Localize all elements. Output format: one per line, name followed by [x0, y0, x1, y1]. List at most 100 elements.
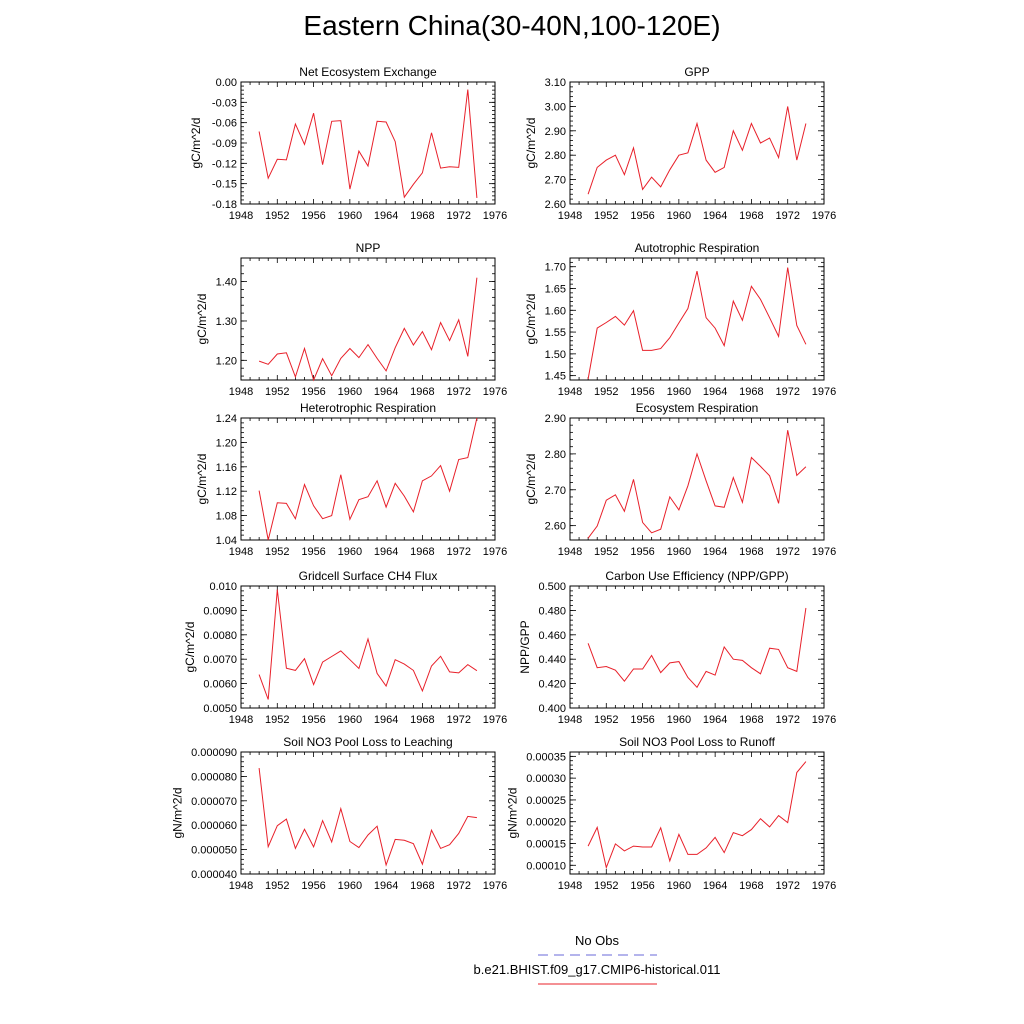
- x-tick-label: 1960: [338, 210, 362, 222]
- panel-2: GPP 1948 1952 1956 1960 1964 1968 1972 1976 2.60 2…: [524, 65, 836, 222]
- plot-frame: [240, 81, 496, 205]
- x-tick-label: 1948: [558, 880, 582, 892]
- x-tick-label: 1972: [446, 546, 470, 558]
- x-tick-label: 1968: [410, 386, 434, 398]
- x-tick-label: 1952: [265, 386, 289, 398]
- x-tick-label: 1960: [338, 714, 362, 726]
- x-tick-label: 1976: [483, 546, 507, 558]
- x-tick-label: 1968: [410, 880, 434, 892]
- panel-7: Gridcell Surface CH4 Flux 1948 1952 1956 196…: [183, 569, 507, 726]
- y-tick-label: 1.04: [216, 535, 237, 547]
- x-tick-label: 1948: [229, 386, 253, 398]
- y-tick-label: 0.0060: [203, 679, 237, 691]
- x-tick-label: 1948: [229, 714, 253, 726]
- y-tick-label: 2.70: [545, 485, 566, 497]
- x-tick-label: 1960: [338, 880, 362, 892]
- y-axis-label: gC/m^2/d: [195, 454, 209, 505]
- y-axis-label: gC/m^2/d: [183, 622, 197, 673]
- x-tick-label: 1972: [775, 546, 799, 558]
- x-tick-label: 1968: [739, 386, 763, 398]
- y-tick-label: 2.80: [545, 150, 566, 162]
- y-tick-label: 1.55: [545, 327, 566, 339]
- y-tick-label: 0.00010: [526, 860, 566, 872]
- y-tick-label: 0.00030: [526, 773, 566, 785]
- legend: No Obs b.e21.BHIST.f09_g17.CMIP6-historic…: [474, 933, 720, 985]
- x-tick-label: 1956: [630, 714, 654, 726]
- y-tick-label: 1.70: [545, 262, 566, 274]
- y-tick-label: 0.000060: [191, 820, 237, 832]
- series-line-1: [587, 106, 807, 195]
- x-tick-label: 1948: [558, 386, 582, 398]
- plot-frame: [569, 585, 825, 709]
- y-tick-label: 1.16: [216, 462, 237, 474]
- y-axis-label: gN/m^2/d: [506, 788, 520, 839]
- y-tick-label: 0.00: [216, 77, 237, 89]
- x-tick-label: 1976: [483, 210, 507, 222]
- x-tick-label: 1952: [265, 546, 289, 558]
- y-tick-label: 1.30: [216, 316, 237, 328]
- x-tick-label: 1952: [594, 880, 618, 892]
- panel-title: Carbon Use Efficiency (NPP/GPP): [605, 569, 788, 583]
- y-tick-label: 1.08: [216, 511, 237, 523]
- y-tick-label: 0.00020: [526, 817, 566, 829]
- y-tick-label: -0.09: [212, 138, 237, 150]
- y-tick-label: 1.12: [216, 486, 237, 498]
- series-line-1: [258, 89, 478, 199]
- y-tick-label: 0.000080: [191, 771, 237, 783]
- x-tick-label: 1972: [775, 880, 799, 892]
- x-tick-label: 1964: [374, 210, 398, 222]
- panel-10: Soil NO3 Pool Loss to Runoff 1948 1952 1956…: [506, 735, 837, 892]
- x-tick-label: 1968: [739, 880, 763, 892]
- x-tick-label: 1956: [630, 880, 654, 892]
- x-tick-label: 1968: [739, 210, 763, 222]
- x-tick-label: 1972: [446, 880, 470, 892]
- plot-frame: [569, 257, 825, 381]
- series-line-1: [258, 417, 478, 541]
- legend-label-no-obs: No Obs: [575, 933, 620, 948]
- x-tick-label: 1960: [667, 210, 691, 222]
- y-tick-label: -0.03: [212, 97, 237, 109]
- x-tick-label: 1952: [594, 714, 618, 726]
- x-tick-label: 1960: [667, 880, 691, 892]
- x-tick-label: 1976: [812, 714, 836, 726]
- y-tick-label: 2.90: [545, 126, 566, 138]
- y-tick-label: 0.000070: [191, 796, 237, 808]
- x-tick-label: 1948: [558, 714, 582, 726]
- y-tick-label: -0.18: [212, 199, 237, 211]
- y-tick-label: -0.06: [212, 118, 237, 130]
- x-tick-label: 1972: [775, 714, 799, 726]
- y-tick-label: 1.20: [216, 355, 237, 367]
- x-tick-label: 1948: [229, 210, 253, 222]
- x-tick-label: 1948: [558, 546, 582, 558]
- x-tick-label: 1956: [301, 880, 325, 892]
- series-line-1: [258, 277, 478, 382]
- x-tick-label: 1968: [410, 546, 434, 558]
- x-tick-label: 1956: [301, 546, 325, 558]
- x-tick-label: 1964: [703, 880, 727, 892]
- y-tick-label: 2.60: [545, 199, 566, 211]
- y-tick-label: 0.460: [538, 630, 566, 642]
- panel-6: Ecosystem Respiration 1948 1952 1956 1960 196…: [524, 401, 836, 558]
- y-axis-label: gC/m^2/d: [524, 118, 538, 169]
- plot-frame: [240, 257, 496, 381]
- y-tick-label: 0.00015: [526, 839, 566, 851]
- x-tick-label: 1960: [667, 546, 691, 558]
- y-tick-label: 0.000050: [191, 845, 237, 857]
- x-tick-label: 1956: [630, 386, 654, 398]
- panel-title: Heterotrophic Respiration: [300, 401, 436, 415]
- x-tick-label: 1972: [775, 386, 799, 398]
- panel-title: Net Ecosystem Exchange: [299, 65, 437, 79]
- x-tick-label: 1976: [483, 714, 507, 726]
- x-tick-label: 1948: [229, 546, 253, 558]
- x-tick-label: 1952: [594, 386, 618, 398]
- y-tick-label: 3.10: [545, 77, 566, 89]
- y-tick-label: -0.15: [212, 179, 237, 191]
- y-tick-label: 1.65: [545, 284, 566, 296]
- series-line-1: [587, 430, 807, 539]
- y-tick-label: 0.400: [538, 703, 566, 715]
- y-tick-label: 0.420: [538, 679, 566, 691]
- y-tick-label: 0.440: [538, 654, 566, 666]
- x-tick-label: 1976: [812, 210, 836, 222]
- y-axis-label: gC/m^2/d: [524, 454, 538, 505]
